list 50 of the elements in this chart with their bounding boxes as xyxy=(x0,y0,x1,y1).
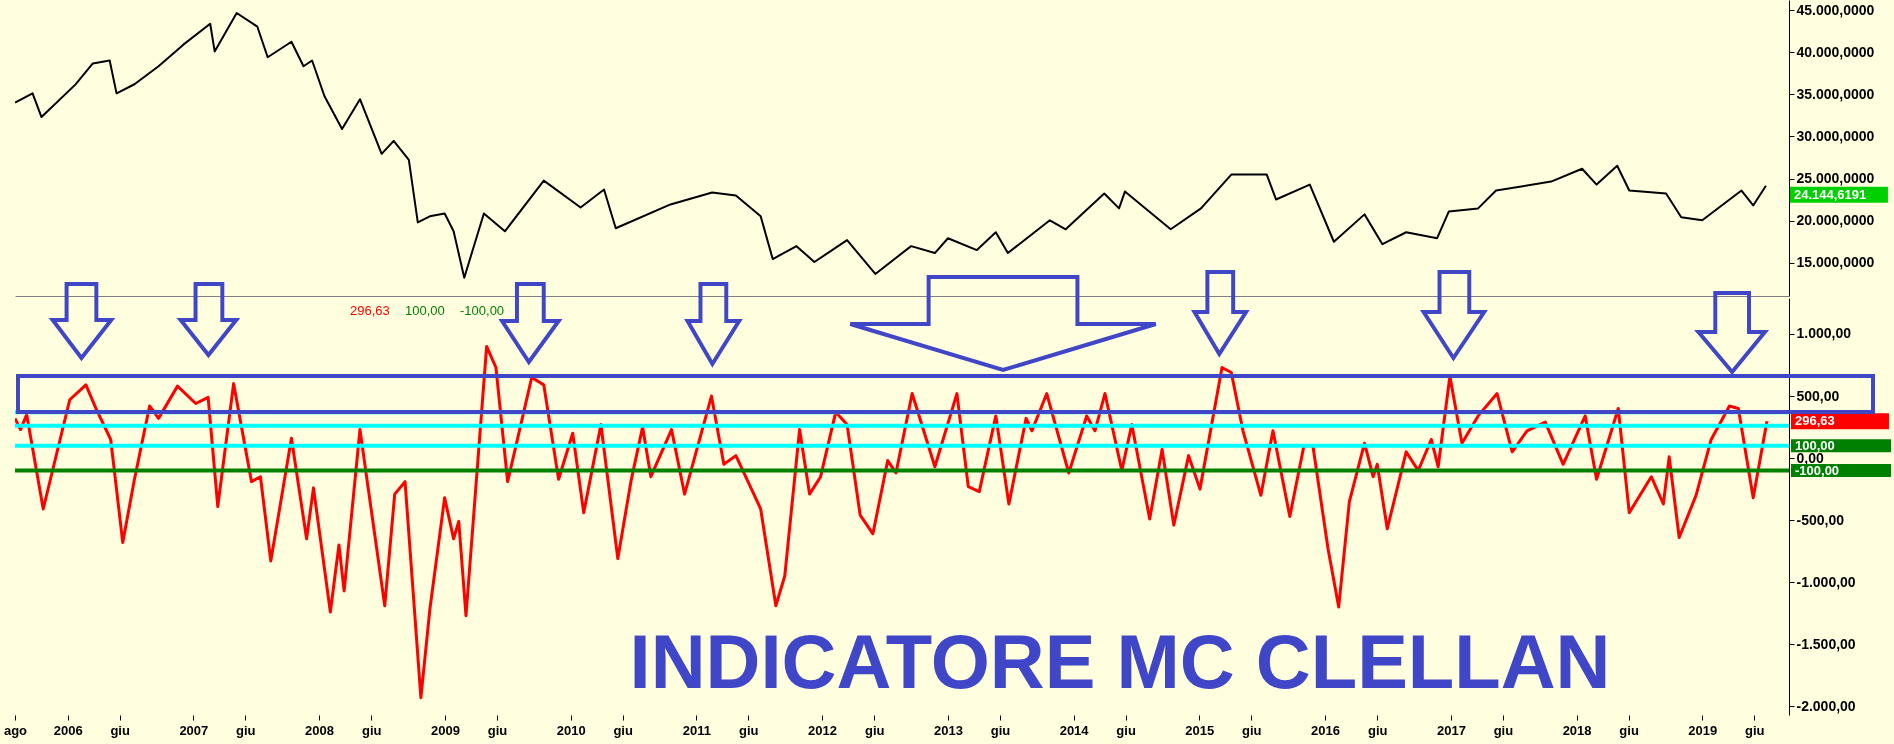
x-tick-label: giu xyxy=(1116,722,1136,738)
y-tick-label: 35.000,0000 xyxy=(1796,85,1875,102)
x-tick-label: 2015 xyxy=(1185,722,1215,738)
x-tick-label: giu xyxy=(1242,722,1262,738)
y-tick-label: 500,00 xyxy=(1796,387,1840,404)
x-tick-label: 2011 xyxy=(682,722,711,738)
line-series xyxy=(15,11,1767,279)
y-tick-label: 30.000,0000 xyxy=(1796,127,1875,144)
ref-line-label: 100,00 xyxy=(1795,437,1835,453)
x-tick-label: giu xyxy=(110,722,130,738)
y-tick-label: -1.000,00 xyxy=(1796,573,1856,590)
annotation: 296,63 xyxy=(1794,413,1835,429)
x-tick-label: 2010 xyxy=(556,722,586,738)
x-tick-label: 2017 xyxy=(1436,722,1466,738)
x-tick-label: 2014 xyxy=(1059,722,1090,738)
y-tick-label: 20.000,0000 xyxy=(1796,212,1875,229)
x-tick-label: giu xyxy=(739,722,759,738)
x-tick-label: giu xyxy=(1368,722,1388,738)
y-tick-label: -500,00 xyxy=(1796,511,1845,528)
x-tick-label: 2018 xyxy=(1562,722,1592,738)
x-tick-label: 2013 xyxy=(934,722,963,738)
annotation: 24.144,6191 xyxy=(1793,186,1867,202)
y-tick-label: 45.000,0000 xyxy=(1796,1,1875,18)
x-tick-label: giu xyxy=(236,722,256,738)
x-tick-label: 2006 xyxy=(53,722,83,738)
x-tick-label: 2007 xyxy=(179,722,209,738)
x-tick-label: giu xyxy=(990,722,1011,738)
x-tick-label: 2009 xyxy=(431,722,460,738)
y-tick-label: -2.000,00 xyxy=(1796,697,1856,714)
x-tick-label: ago xyxy=(3,722,28,738)
x-tick-label: 2019 xyxy=(1688,722,1718,738)
y-tick-label: 15.000,0000 xyxy=(1796,254,1875,271)
y-tick-label: 25.000,0000 xyxy=(1796,170,1875,187)
x-tick-label: giu xyxy=(1493,722,1514,738)
annotation: 296,63 xyxy=(350,303,390,318)
x-tick-label: giu xyxy=(362,722,382,738)
x-tick-label: giu xyxy=(1619,722,1639,738)
x-tick-label: 2012 xyxy=(808,722,837,738)
x-tick-label: 2016 xyxy=(1310,722,1340,738)
x-tick-label: 2008 xyxy=(305,722,334,738)
annotation: 100,00 xyxy=(405,303,445,318)
y-tick-label: 40.000,0000 xyxy=(1796,43,1875,60)
x-tick-label: giu xyxy=(487,722,508,738)
text: INDICATORE MC CLELLAN xyxy=(629,619,1611,704)
x-tick-label: giu xyxy=(613,722,633,738)
annotation: -100,00 xyxy=(460,303,505,318)
x-tick-label: giu xyxy=(1744,722,1765,738)
y-tick-label: -1.500,00 xyxy=(1796,635,1856,652)
x-tick-label: giu xyxy=(865,722,885,738)
y-tick-label: 1.000,00 xyxy=(1796,325,1852,342)
